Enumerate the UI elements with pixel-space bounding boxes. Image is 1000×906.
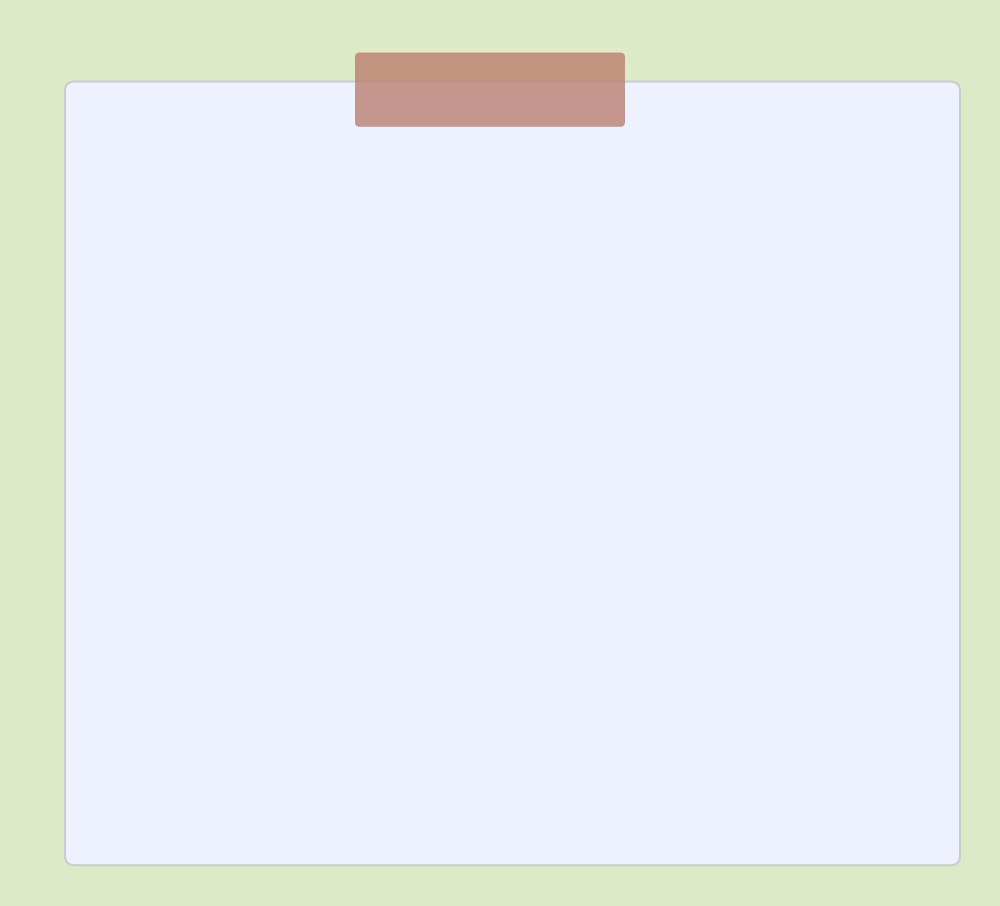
Text: Forward
Current: Forward Current <box>540 130 606 169</box>
Text: “Zener”
Breakdown
or Avalanche
Region: “Zener” Breakdown or Avalanche Region <box>149 587 248 655</box>
Text: Reverse
Breakdown
Voltage: Reverse Breakdown Voltage <box>206 324 340 472</box>
Text: Reverse
Voltage: Reverse Voltage <box>540 759 607 797</box>
Text: Forward
Bias: Forward Bias <box>828 248 895 287</box>
Text: -V: -V <box>160 427 179 446</box>
Text: Forward Voltage: Forward Voltage <box>766 485 900 503</box>
Text: -I(mA): -I(mA) <box>456 757 516 776</box>
Text: Leakage Current
<20uA Silicon
<50uA Germanium: Leakage Current <20uA Silicon <50uA Germ… <box>514 550 661 600</box>
FancyBboxPatch shape <box>65 82 960 865</box>
Text: Reverse Voltage: Reverse Voltage <box>160 485 294 503</box>
Text: +V: +V <box>875 427 904 446</box>
FancyBboxPatch shape <box>355 53 625 127</box>
Text: 0.3v Germanium
0.7v Silicon: 0.3v Germanium 0.7v Silicon <box>659 570 787 602</box>
Text: Reaverse
Bias: Reaverse Bias <box>424 686 495 718</box>
Text: “knee”: “knee” <box>612 267 670 285</box>
Text: +I(mA): +I(mA) <box>447 127 516 145</box>
